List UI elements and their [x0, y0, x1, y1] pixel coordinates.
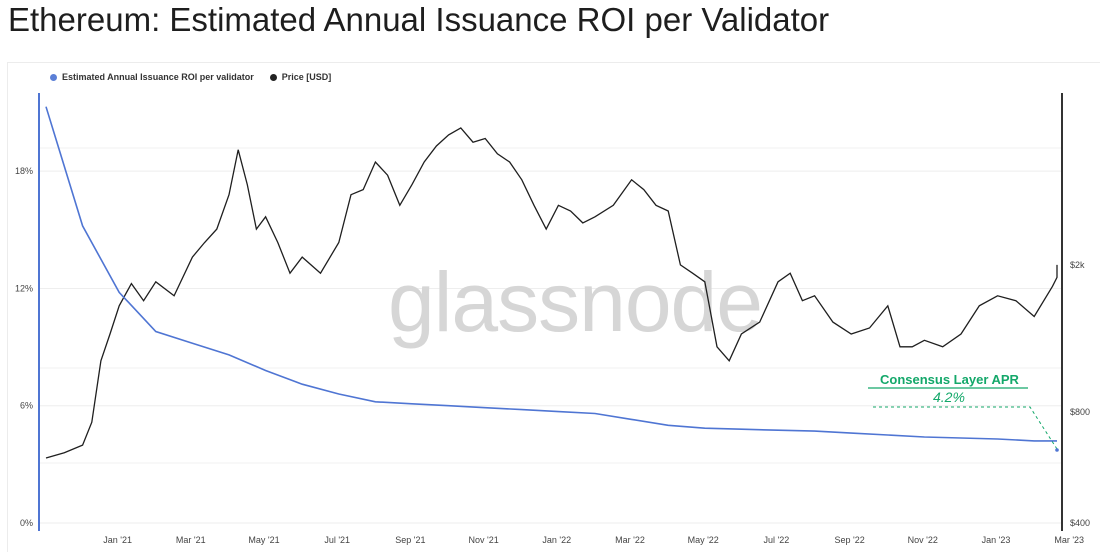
- legend-dot-price: [269, 73, 277, 81]
- legend-item-roi[interactable]: Estimated Annual Issuance ROI per valida…: [50, 72, 254, 82]
- apr-annotation: Consensus Layer APR 4.2%: [868, 372, 1059, 452]
- apr-value: 4.2%: [933, 389, 965, 405]
- x-axis-tick-label: Nov '22: [908, 535, 938, 545]
- chart-card: [7, 62, 1100, 552]
- left-axis-tick-label: 0%: [20, 518, 33, 528]
- apr-title: Consensus Layer APR: [880, 372, 1020, 387]
- right-axis-tick-label: $400: [1070, 518, 1090, 528]
- chart-legend: Estimated Annual Issuance ROI per valida…: [50, 72, 331, 82]
- x-axis-tick-label: May '21: [248, 535, 279, 545]
- apr-endpoint-marker: [1055, 448, 1059, 452]
- legend-label-price: Price [USD]: [281, 72, 332, 82]
- legend-dot-roi: [50, 73, 57, 81]
- x-axis-tick-label: Mar '23: [1054, 535, 1084, 545]
- x-axis-tick-label: Sep '22: [834, 535, 864, 545]
- legend-label-roi: Estimated Annual Issuance ROI per valida…: [62, 72, 254, 82]
- grid-lines: [39, 147, 1062, 524]
- x-axis-tick-label: May '22: [688, 535, 719, 545]
- x-axis-tick-label: Nov '21: [468, 535, 498, 545]
- page-title: Ethereum: Estimated Annual Issuance ROI …: [8, 1, 830, 38]
- series-line-roi[interactable]: [45, 106, 1057, 442]
- x-axis-tick-label: Jul '22: [764, 535, 790, 545]
- x-axis-tick-label: Jan '22: [542, 535, 571, 545]
- left-axis-tick-label: 6%: [20, 401, 33, 411]
- legend-item-price[interactable]: Price [USD]: [269, 72, 332, 82]
- series-line-price[interactable]: [45, 127, 1058, 459]
- x-axis-tick-label: Jul '21: [324, 535, 350, 545]
- x-axis-tick-label: Mar '22: [615, 535, 645, 545]
- x-axis-tick-label: Mar '21: [176, 535, 206, 545]
- x-axis-tick-label: Jan '23: [982, 535, 1011, 545]
- right-axis-tick-label: $800: [1070, 407, 1090, 417]
- watermark-text: glassnode: [388, 255, 762, 349]
- apr-leader-line: [873, 406, 1058, 450]
- left-axis-tick-label: 12%: [15, 283, 33, 293]
- left-axis-tick-label: 18%: [15, 166, 33, 176]
- right-axis-tick-label: $2k: [1070, 260, 1085, 270]
- x-axis-tick-label: Sep '21: [395, 535, 425, 545]
- x-axis-tick-label: Jan '21: [103, 535, 132, 545]
